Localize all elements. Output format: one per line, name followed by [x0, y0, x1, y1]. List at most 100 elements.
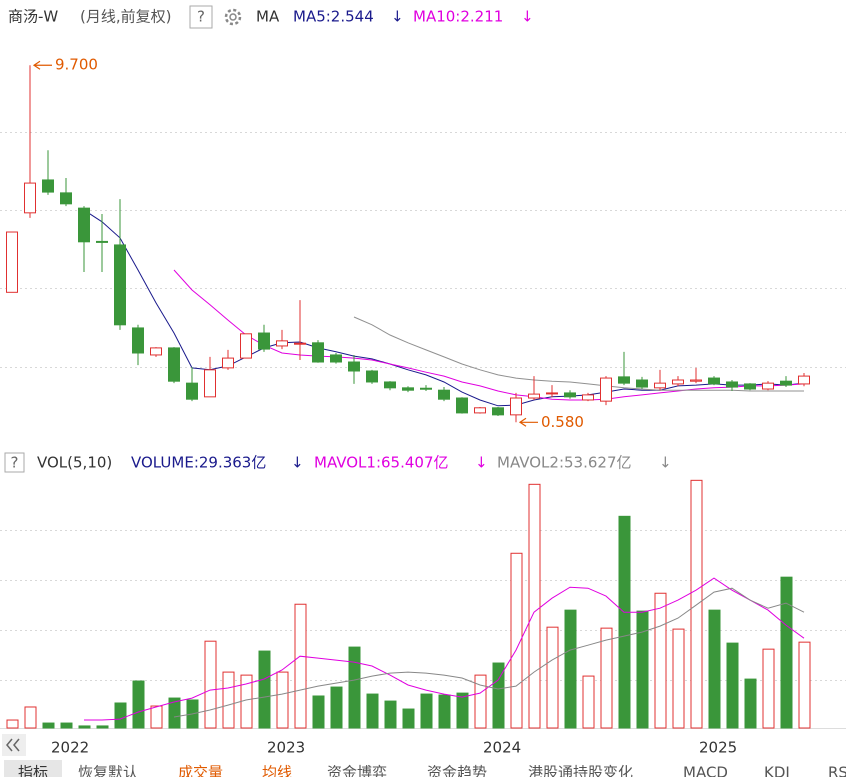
candle-body [348, 361, 360, 372]
volume-bar [492, 662, 505, 729]
candle-body [672, 379, 684, 385]
ma-line [353, 316, 804, 392]
tab[interactable]: RS [828, 764, 846, 777]
gear-hub [229, 13, 237, 21]
x-tick-label: 2023 [267, 739, 305, 757]
volume-bar [456, 692, 469, 729]
volume-bar [312, 695, 325, 729]
candle-body [132, 327, 144, 354]
candle-body [474, 407, 486, 414]
tab[interactable]: MACD [683, 764, 728, 777]
volume-bar [78, 725, 91, 729]
volume-bar [96, 725, 109, 729]
tab[interactable]: 港股通持股变化 [528, 764, 633, 777]
tab[interactable]: 成交量 [178, 764, 223, 777]
candle-body [312, 342, 324, 363]
volume-bar [654, 592, 667, 729]
legend-entry: MAVOL1:65.407亿 [314, 454, 449, 472]
volume-bar [150, 705, 163, 729]
candle-body [114, 244, 126, 326]
ma-line [173, 269, 805, 401]
candle-body [618, 376, 630, 384]
tab[interactable]: 恢复默认 [78, 764, 138, 777]
candle-body [438, 389, 450, 400]
volume-bar [474, 674, 487, 729]
tab[interactable]: KDJ [764, 764, 790, 777]
candle-body [708, 377, 720, 385]
candle-body [24, 182, 36, 214]
volume-bar [402, 708, 415, 729]
help-box[interactable] [4, 452, 25, 473]
help-box[interactable] [189, 5, 213, 29]
help-icon[interactable]: ? [197, 8, 205, 26]
volume-bar [168, 697, 181, 729]
chevrons [6, 738, 20, 752]
annotation-arrow [518, 417, 538, 427]
candle-body [186, 382, 198, 400]
annotation-label: 0.580 [541, 413, 584, 431]
volume-bar [672, 628, 685, 729]
legend-entry: VOLUME:29.363亿 [131, 454, 266, 472]
volume-bar [204, 640, 217, 729]
candle-body [168, 347, 180, 382]
tab[interactable]: 资金趋势 [427, 764, 487, 777]
volume-bar [600, 627, 613, 729]
candle-body [384, 381, 396, 389]
volume-bar [582, 675, 595, 729]
volume-bar [132, 680, 145, 729]
candle-body [546, 392, 558, 395]
volume-bar [384, 700, 397, 729]
candle-body [798, 375, 810, 385]
settings-icon[interactable] [224, 8, 242, 26]
candle-body [150, 347, 162, 356]
candle-body [744, 383, 756, 390]
candle-body [402, 387, 414, 391]
legend-arrow: ↓ [659, 454, 672, 472]
candle-body [510, 397, 522, 416]
ma-label: MA [256, 8, 280, 26]
volume-bar [726, 642, 739, 729]
legend-entry: MA10:2.211 [413, 8, 503, 26]
volume-bar [780, 576, 793, 729]
volume-bar [420, 693, 433, 729]
legend-arrow: ↓ [291, 454, 304, 472]
volume-bar [510, 552, 523, 729]
legend-arrow: ↓ [391, 8, 404, 26]
candle-body [582, 394, 594, 401]
candle-body [636, 379, 648, 388]
legend-entry: MAVOL2:53.627亿 [497, 454, 632, 472]
tab-selected-bg [4, 760, 62, 777]
candle-body [366, 370, 378, 383]
tab[interactable]: 均线 [262, 764, 292, 777]
tab[interactable]: 资金博弈 [327, 764, 387, 777]
candle-body [6, 231, 18, 293]
ma-line [83, 209, 805, 407]
scroll-left-icon[interactable] [2, 734, 26, 756]
volume-bar [24, 706, 37, 729]
x-tick-label: 2025 [699, 739, 737, 757]
mavol-line [84, 577, 805, 721]
candle-body [240, 333, 252, 359]
gear-teeth [224, 8, 242, 26]
volume-bar [42, 722, 55, 729]
candle-body [204, 369, 216, 398]
help-icon[interactable]: ? [11, 454, 19, 472]
tab[interactable]: 指标 [18, 764, 48, 777]
volume-bar [222, 671, 235, 729]
legend-arrow: ↓ [521, 8, 534, 26]
volume-bar [708, 609, 721, 729]
volume-bar [744, 678, 757, 729]
volume-bar [366, 693, 379, 729]
candle-body [528, 393, 540, 399]
volume-bar [330, 686, 343, 729]
legend-arrow: ↓ [475, 454, 488, 472]
mavol-line [173, 587, 805, 718]
candle-body [690, 379, 702, 382]
candle-body [294, 342, 306, 345]
legend-entry: MA5:2.544 [293, 8, 374, 26]
candle-body [420, 387, 432, 390]
candle-body [780, 380, 792, 386]
volume-bar [276, 671, 289, 729]
candle-body [726, 381, 738, 388]
